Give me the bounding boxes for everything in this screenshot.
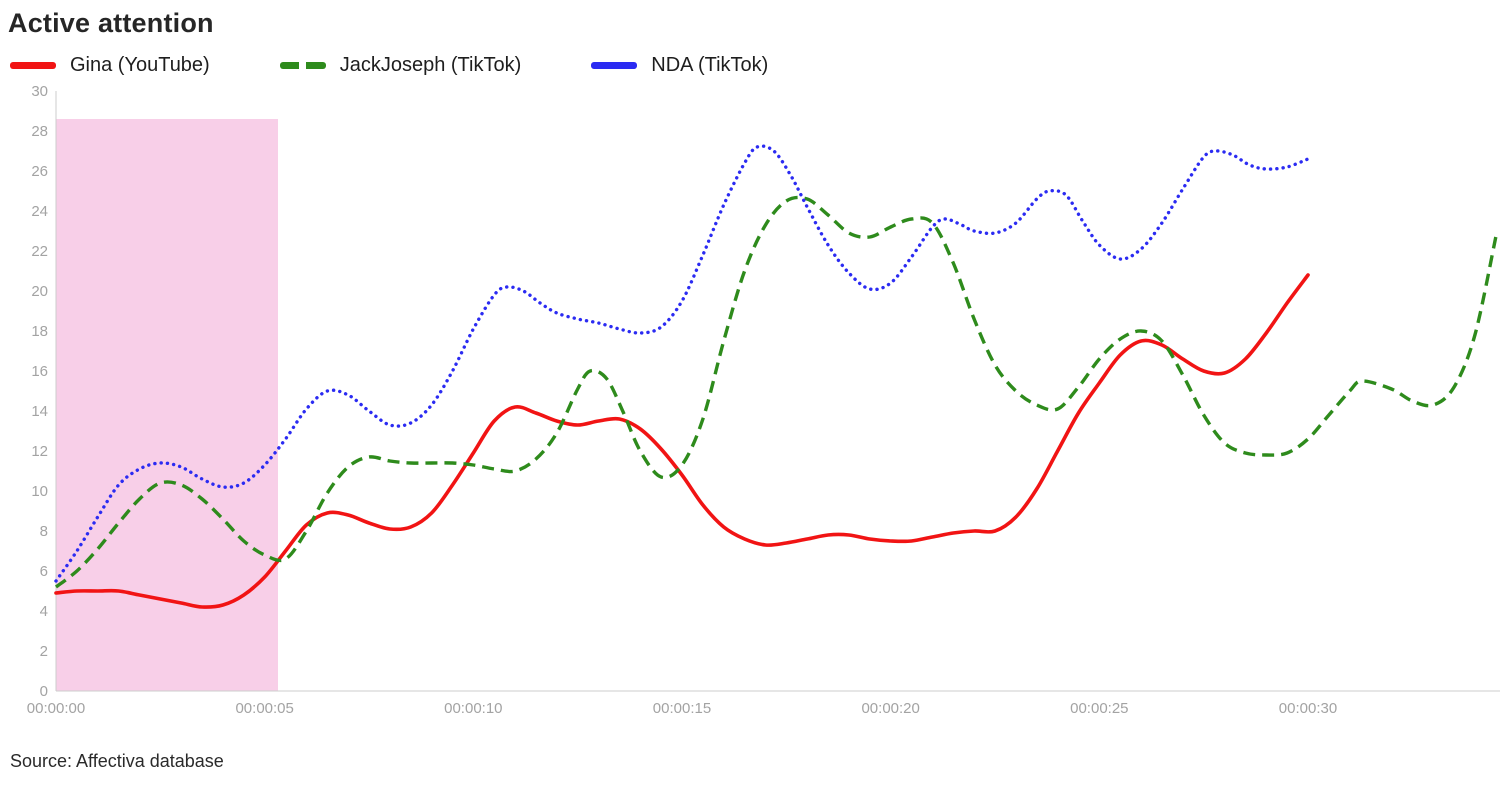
x-tick-label: 00:00:30	[1279, 700, 1337, 717]
y-tick-label: 26	[31, 163, 48, 180]
legend-item-gina-youtube[interactable]: Gina (YouTube)	[10, 54, 210, 77]
legend: Gina (YouTube) JackJoseph (TikTok) NDA (Ti…	[10, 49, 1500, 81]
y-tick-label: 24	[31, 203, 48, 220]
legend-swatch-dotted-icon	[591, 61, 638, 69]
chart-page: Active attention Gina (YouTube) JackJosep…	[8, 8, 1500, 771]
y-tick-label: 16	[31, 363, 48, 380]
y-tick-label: 18	[31, 323, 48, 340]
y-tick-label: 28	[31, 123, 48, 140]
x-tick-label: 00:00:00	[27, 700, 85, 717]
x-tick-label: 00:00:15	[653, 700, 711, 717]
legend-swatch-dashed-icon	[279, 61, 326, 69]
y-tick-label: 22	[31, 243, 48, 260]
source-note: Source: Affectiva database	[10, 751, 224, 771]
legend-item-jackjoseph-tiktok[interactable]: JackJoseph (TikTok)	[279, 53, 522, 77]
y-tick-label: 8	[40, 523, 48, 540]
series-line-gina-youtube	[54, 273, 1310, 609]
y-tick-label: 0	[40, 683, 48, 700]
x-tick-label: 00:00:05	[235, 700, 293, 717]
x-tick-label: 00:00:25	[1070, 700, 1128, 717]
series-line-nda-tiktok	[54, 144, 1310, 583]
y-tick-label: 14	[31, 403, 48, 420]
y-tick-label: 30	[31, 83, 48, 100]
y-tick-label: 6	[40, 563, 48, 580]
highlight-region	[56, 119, 278, 691]
x-tick-label: 00:00:10	[444, 700, 502, 717]
y-tick-label: 12	[31, 443, 48, 460]
chart-title: Active attention	[8, 8, 214, 38]
legend-label: JackJoseph (TikTok)	[339, 53, 522, 76]
series-line-jackjoseph-tiktok	[54, 195, 1498, 589]
x-tick-label: 00:00:20	[861, 700, 919, 717]
y-tick-label: 2	[40, 643, 48, 660]
legend-label: NDA (TikTok)	[651, 53, 769, 76]
y-tick-label: 10	[31, 483, 48, 500]
chart-area: 0 2 4 6 8 10 12 14 16 18 20 22 24 26 28 30 00:00:00 00:00…	[8, 83, 1500, 725]
y-tick-label: 20	[31, 283, 48, 300]
legend-swatch-solid-icon	[10, 61, 56, 69]
legend-item-nda-tiktok[interactable]: NDA (TikTok)	[591, 54, 768, 77]
y-tick-label: 4	[40, 603, 48, 620]
legend-label: Gina (YouTube)	[70, 53, 210, 76]
